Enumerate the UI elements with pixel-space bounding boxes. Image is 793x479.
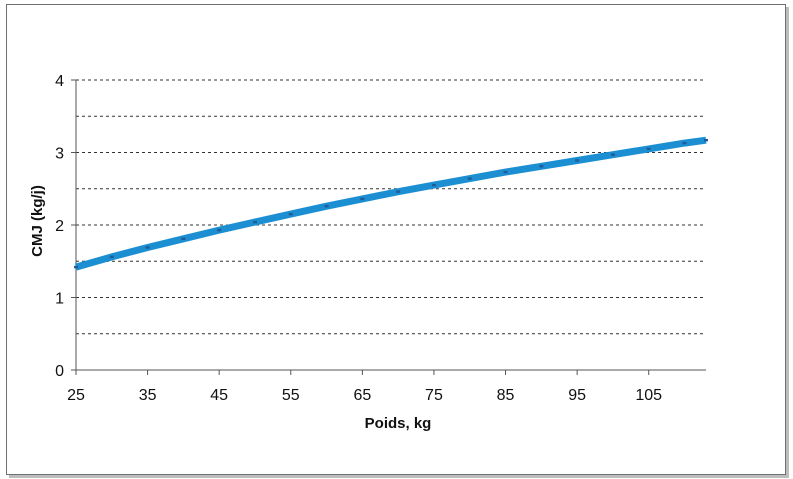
data-point xyxy=(360,197,365,201)
y-tick-label: 3 xyxy=(55,146,64,163)
x-tick-label: 65 xyxy=(353,387,371,404)
x-tick-label: 105 xyxy=(635,387,662,404)
axes xyxy=(71,79,706,375)
y-axis-title: CMJ (kg/j) xyxy=(29,185,46,257)
data-point xyxy=(181,237,186,240)
x-tick-label: 45 xyxy=(210,387,228,404)
data-point xyxy=(431,183,436,187)
x-tick-labels: 25 35 45 55 65 75 85 95 105 xyxy=(67,387,662,404)
x-tick-label: 75 xyxy=(425,387,443,404)
data-point xyxy=(646,147,651,151)
data-point xyxy=(704,138,708,142)
y-tick-label: 4 xyxy=(55,73,64,90)
data-point xyxy=(503,170,508,174)
x-tick-label: 85 xyxy=(497,387,515,404)
x-axis-title: Poids, kg xyxy=(365,415,432,432)
data-point xyxy=(575,159,580,162)
data-point xyxy=(682,141,687,145)
data-point xyxy=(288,212,293,216)
y-tick-label: 0 xyxy=(55,363,64,380)
y-tick-label: 2 xyxy=(55,218,64,235)
gridlines xyxy=(76,79,706,335)
data-point xyxy=(145,246,150,249)
data-point xyxy=(539,165,544,168)
data-point xyxy=(109,255,114,259)
plot-series xyxy=(74,136,708,271)
data-point xyxy=(610,153,615,156)
y-tick-label: 1 xyxy=(55,291,64,308)
x-tick-label: 35 xyxy=(139,387,157,404)
x-tick-label: 25 xyxy=(67,387,85,404)
x-tick-label: 55 xyxy=(282,387,300,404)
y-tick-labels: 0 1 2 3 4 xyxy=(55,73,64,380)
data-point xyxy=(467,177,472,180)
data-point xyxy=(74,265,78,269)
data-point xyxy=(396,190,401,193)
data-point xyxy=(217,228,222,232)
series-line xyxy=(75,136,707,271)
data-point xyxy=(252,220,257,224)
x-tick-label: 95 xyxy=(568,387,586,404)
data-point xyxy=(324,204,329,208)
chart-frame xyxy=(6,4,786,475)
